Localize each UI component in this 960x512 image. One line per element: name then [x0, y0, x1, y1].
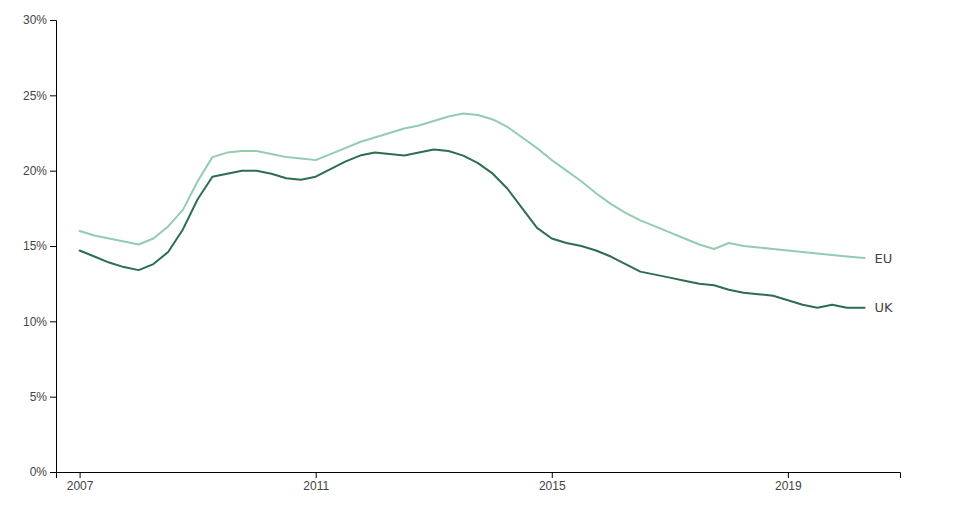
y-tick: 25%: [23, 89, 56, 103]
y-tick-mark: [50, 472, 56, 473]
y-tick-label: 20%: [23, 164, 47, 178]
y-tick-mark: [50, 95, 56, 96]
x-tick: 2019: [775, 472, 802, 493]
y-tick-mark: [50, 397, 56, 398]
x-tick-label: 2019: [775, 479, 802, 493]
x-tick: 2011: [303, 472, 329, 493]
y-tick: 10%: [23, 315, 56, 329]
y-tick-mark: [50, 20, 56, 21]
y-axis-line: [50, 21, 57, 473]
lines: [80, 113, 865, 307]
x-tick-label: 2011: [303, 479, 329, 493]
series-label: UK: [875, 300, 894, 315]
x-tick-mark: [316, 472, 317, 478]
x-axis: 2007 2011 2015 2019: [57, 472, 901, 493]
y-tick-label: 5%: [30, 390, 48, 404]
series-label: EU: [875, 251, 893, 266]
y-tick: 5%: [30, 390, 56, 404]
y-tick-mark: [50, 171, 56, 172]
x-tick-mark: [788, 472, 789, 478]
x-tick: 2015: [539, 472, 566, 493]
y-tick-label: 10%: [23, 315, 47, 329]
y-tick-label: 0%: [30, 465, 48, 479]
x-tick-label: 2007: [67, 479, 94, 493]
series-line: [80, 150, 865, 308]
x-tick: 2007: [67, 472, 94, 493]
x-tick-label: 2015: [539, 479, 566, 493]
x-tick-mark: [80, 472, 81, 478]
y-tick-label: 15%: [23, 239, 47, 253]
series-line: [80, 113, 865, 258]
plot: 2007 2011 2015 2019 0% 5% 10% 15% 20% 25% 30% EU UK: [23, 13, 901, 492]
x-axis-line: [57, 473, 901, 479]
y-tick: 15%: [23, 239, 56, 253]
y-tick-label: 30%: [23, 13, 47, 27]
y-tick-label: 25%: [23, 89, 47, 103]
y-tick: 20%: [23, 164, 56, 178]
end-labels: EU UK: [875, 251, 894, 316]
x-tick-mark: [552, 472, 553, 478]
y-tick-mark: [50, 321, 56, 322]
chart: 2007 2011 2015 2019 0% 5% 10% 15% 20% 25% 30% EU UK: [0, 0, 960, 512]
y-tick-mark: [50, 246, 56, 247]
y-axis: 0% 5% 10% 15% 20% 25% 30%: [23, 13, 57, 479]
y-tick: 0%: [30, 465, 56, 479]
y-tick: 30%: [23, 13, 56, 27]
